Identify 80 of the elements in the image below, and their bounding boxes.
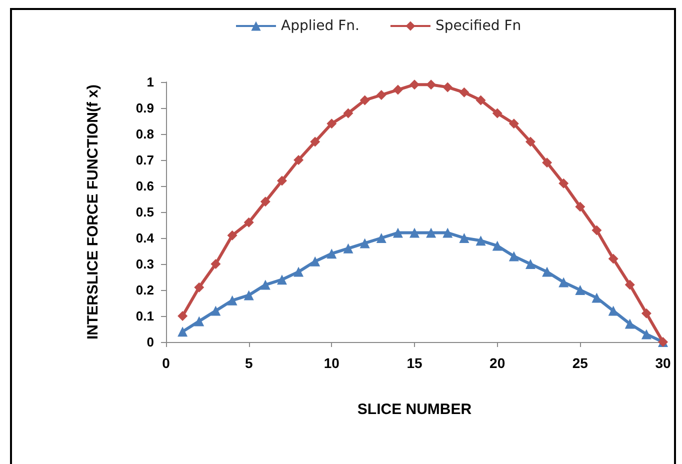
point <box>476 236 486 246</box>
y-tick-label: 0.9 <box>136 100 154 116</box>
point <box>210 306 221 316</box>
point <box>575 285 586 295</box>
x-tick-label: 5 <box>244 355 253 371</box>
point <box>492 240 502 251</box>
point <box>360 95 370 106</box>
point <box>542 158 552 168</box>
point <box>542 266 552 277</box>
point <box>558 277 569 288</box>
point <box>376 233 386 243</box>
point <box>508 251 519 262</box>
point <box>508 118 519 129</box>
legend-label: Applied Fn. <box>281 18 360 34</box>
y-tick-label: 1 <box>146 74 154 90</box>
point <box>227 295 238 306</box>
x-tick-label: 30 <box>655 355 671 371</box>
y-tick-label: 0.2 <box>136 282 154 298</box>
x-axis-title: SLICE NUMBER <box>357 401 472 418</box>
legend-label: Specified Fn <box>435 18 522 34</box>
point <box>227 230 238 240</box>
point <box>442 228 453 238</box>
y-axis-title: INTERSLICE FORCE FUNCTION(f x) <box>84 84 102 340</box>
x-tick-label: 20 <box>490 355 506 371</box>
point <box>194 316 204 326</box>
point <box>525 136 536 147</box>
y-tick-label: 0.7 <box>136 152 154 168</box>
point <box>276 176 287 186</box>
point <box>392 84 403 95</box>
point <box>276 274 287 285</box>
point <box>310 256 320 266</box>
point <box>210 259 221 269</box>
point <box>442 82 453 92</box>
point <box>326 118 337 129</box>
point <box>294 155 304 165</box>
point <box>592 225 602 236</box>
point <box>392 228 403 238</box>
point <box>178 326 188 337</box>
point <box>558 178 569 188</box>
x-tick-label: 25 <box>572 355 588 371</box>
point <box>459 233 470 243</box>
x-tick-label: 0 <box>162 355 170 371</box>
point <box>343 243 354 254</box>
point <box>624 280 635 290</box>
x-tick-label: 15 <box>406 355 422 371</box>
y-tick-label: 0.5 <box>136 204 154 220</box>
point <box>410 80 420 90</box>
point <box>410 228 420 238</box>
point <box>244 217 254 228</box>
point <box>426 228 436 238</box>
point <box>459 87 470 98</box>
y-tick-label: 0.4 <box>136 230 155 246</box>
point <box>194 282 204 292</box>
point <box>608 306 618 316</box>
point <box>343 108 354 118</box>
point <box>294 266 304 277</box>
point <box>492 108 502 118</box>
point <box>624 318 635 329</box>
y-tick-label: 0.3 <box>136 256 154 272</box>
point <box>426 80 436 90</box>
y-tick-label: 0 <box>146 334 154 350</box>
point <box>178 311 188 321</box>
point <box>260 196 270 207</box>
y-tick-label: 0.6 <box>136 178 154 194</box>
point <box>575 202 586 212</box>
x-tick-label: 10 <box>324 355 340 371</box>
point <box>310 136 320 147</box>
y-tick-label: 0.8 <box>136 126 154 142</box>
point <box>641 308 652 318</box>
point <box>641 329 652 340</box>
point <box>244 290 254 300</box>
point <box>476 95 486 106</box>
point <box>525 259 536 269</box>
point <box>608 254 618 264</box>
point <box>326 248 337 259</box>
y-tick-label: 0.1 <box>136 308 154 324</box>
point <box>360 238 370 248</box>
point <box>376 90 386 100</box>
point <box>260 280 270 290</box>
point <box>592 292 602 303</box>
